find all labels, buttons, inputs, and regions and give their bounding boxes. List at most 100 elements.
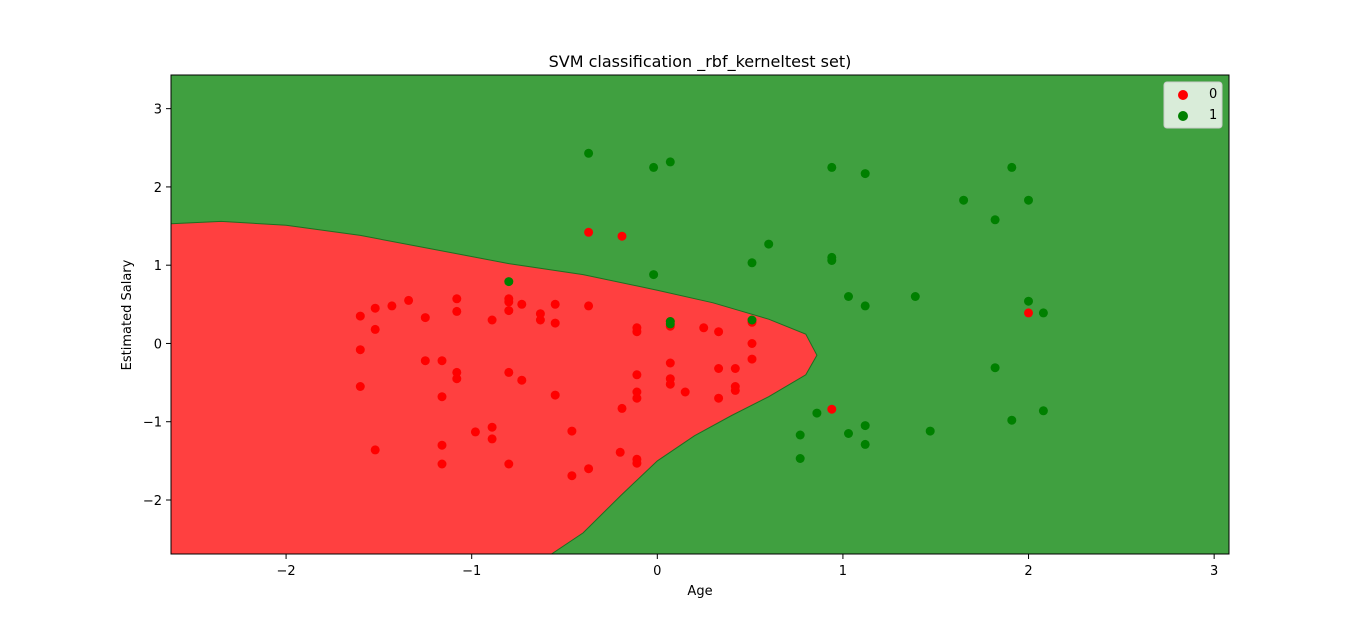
x-tick-label: −2	[276, 564, 295, 579]
data-point-class-1	[649, 162, 659, 172]
data-point-class-0	[437, 440, 447, 450]
data-point-class-0	[370, 303, 380, 313]
data-point-class-0	[355, 345, 365, 355]
data-point-class-1	[649, 270, 659, 280]
data-point-class-1	[1024, 195, 1033, 205]
data-point-class-0	[714, 393, 724, 403]
legend-marker-0	[1178, 90, 1188, 100]
plot-area	[171, 75, 1229, 554]
data-point-class-1	[795, 454, 805, 463]
x-tick-label: 0	[653, 564, 661, 579]
data-point-class-0	[517, 299, 527, 309]
data-point-class-0	[632, 370, 642, 380]
data-point-class-0	[617, 231, 627, 241]
data-point-class-0	[355, 311, 365, 321]
data-point-class-0	[370, 324, 380, 334]
data-point-class-0	[437, 356, 447, 366]
data-point-class-1	[747, 258, 757, 268]
data-point-class-0	[747, 354, 757, 364]
data-point-class-0	[632, 393, 642, 403]
data-point-class-1	[747, 315, 757, 325]
data-point-class-1	[1007, 162, 1017, 172]
data-point-class-0	[487, 422, 497, 432]
data-point-class-0	[404, 295, 414, 305]
data-point-class-0	[420, 313, 430, 323]
decision-region-0	[171, 220, 818, 554]
data-point-class-0	[730, 385, 740, 395]
data-point-class-0	[632, 458, 642, 468]
data-point-class-0	[632, 387, 642, 397]
data-point-class-1	[844, 292, 853, 301]
y-tick-label: −2	[143, 494, 162, 509]
data-point-class-0	[584, 301, 594, 311]
chart-title: SVM classification _rbf_kerneltest set)	[549, 52, 852, 72]
data-point-class-1	[827, 162, 837, 172]
data-point-class-0	[680, 387, 690, 397]
data-point-class-0	[437, 392, 447, 402]
data-point-class-0	[567, 471, 577, 481]
data-point-class-1	[795, 430, 805, 440]
data-point-class-1	[1007, 415, 1017, 425]
data-point-class-0	[827, 404, 837, 414]
data-point-class-0	[714, 327, 724, 337]
data-point-class-0	[699, 323, 709, 333]
data-point-class-0	[504, 459, 514, 469]
x-ticks: −2 −1 0 1 2 3	[276, 554, 1218, 579]
y-tick-label: 2	[154, 181, 162, 196]
points-layer	[355, 148, 1048, 481]
data-point-class-0	[504, 367, 514, 377]
data-point-class-0	[355, 382, 365, 391]
data-point-class-0	[452, 374, 462, 384]
data-point-class-0	[1024, 308, 1033, 318]
data-point-class-1	[959, 195, 969, 205]
data-point-class-0	[665, 358, 675, 368]
data-point-class-1	[827, 256, 837, 265]
data-point-class-0	[550, 390, 560, 400]
data-point-class-1	[860, 301, 870, 311]
y-ticks: −2 −1 0 1 2 3	[143, 103, 171, 509]
data-point-class-0	[487, 434, 497, 444]
data-point-class-1	[812, 408, 822, 418]
data-point-class-0	[535, 315, 545, 325]
data-point-class-1	[665, 157, 675, 167]
data-point-class-0	[535, 309, 545, 319]
x-tick-label: 3	[1210, 564, 1218, 579]
data-point-class-0	[370, 445, 380, 455]
y-tick-label: 1	[154, 259, 162, 274]
data-point-class-0	[584, 464, 594, 474]
data-point-class-0	[567, 426, 577, 436]
data-point-class-0	[504, 297, 514, 307]
data-point-class-0	[730, 364, 740, 373]
data-point-class-1	[584, 148, 594, 158]
data-point-class-1	[1024, 296, 1033, 306]
legend-label-1: 1	[1209, 108, 1217, 123]
data-point-class-0	[632, 327, 642, 337]
data-point-class-0	[550, 318, 560, 328]
data-point-class-0	[452, 367, 462, 377]
data-point-class-0	[550, 299, 560, 309]
y-tick-label: 3	[154, 103, 162, 118]
y-tick-label: 0	[154, 337, 162, 352]
x-tick-label: 1	[839, 564, 847, 579]
data-point-class-1	[504, 277, 514, 287]
legend-marker-1	[1178, 111, 1188, 121]
data-point-class-1	[1038, 308, 1048, 318]
data-point-class-0	[665, 379, 675, 389]
data-point-class-0	[714, 364, 724, 373]
data-point-class-0	[487, 315, 497, 325]
plot-frame	[170, 74, 1230, 555]
data-point-class-1	[860, 439, 870, 449]
data-point-class-1	[990, 215, 1000, 225]
data-point-class-0	[387, 301, 397, 311]
data-point-class-1	[925, 426, 935, 436]
data-point-class-0	[584, 227, 594, 237]
data-point-class-0	[437, 459, 447, 469]
x-tick-label: −1	[462, 564, 481, 579]
data-point-class-1	[860, 421, 870, 431]
legend-label-0: 0	[1209, 87, 1217, 102]
data-point-class-0	[615, 447, 625, 457]
data-point-class-0	[747, 339, 757, 348]
data-point-class-0	[452, 306, 462, 316]
x-axis-label: Age	[687, 584, 712, 599]
